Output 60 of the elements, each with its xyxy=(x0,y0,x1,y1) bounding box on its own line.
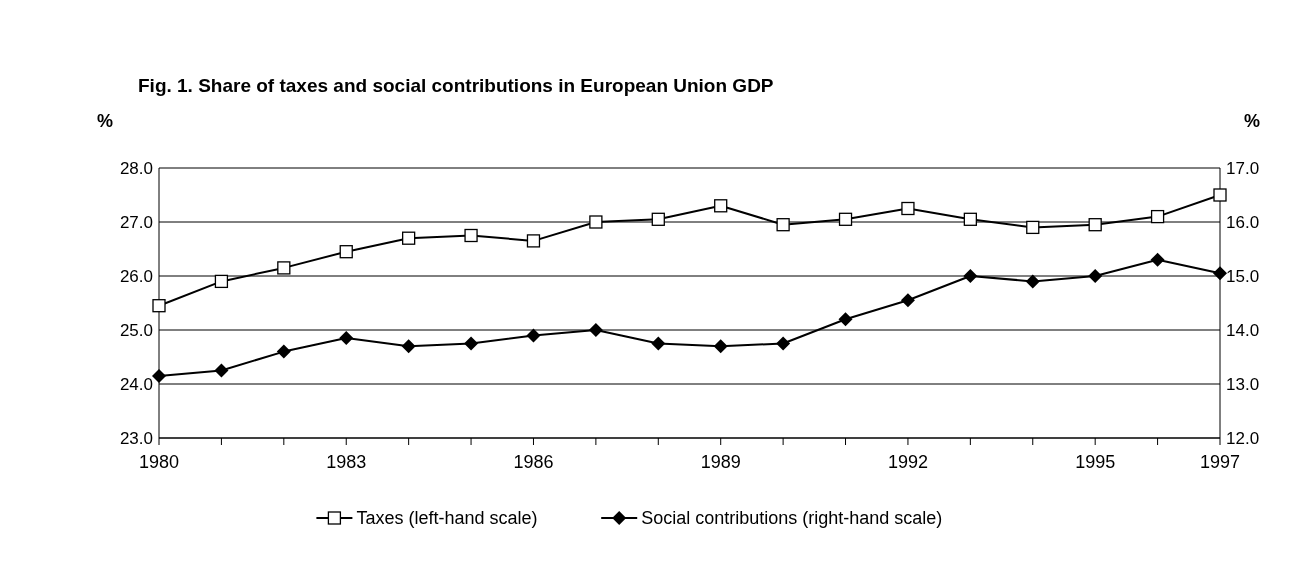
y2-tick-label: 17.0 xyxy=(1226,159,1260,178)
y-tick-label: 23.0 xyxy=(119,429,153,448)
point xyxy=(402,231,416,245)
y-tick-label: 25.0 xyxy=(119,321,153,340)
point xyxy=(276,344,291,359)
y2-tick-label: 15.0 xyxy=(1226,267,1260,286)
point xyxy=(339,331,354,346)
y-tick-label: 24.0 xyxy=(119,375,153,394)
point xyxy=(1025,274,1040,289)
chart-title: Fig. 1. Share of taxes and social contributions in European Union GDP xyxy=(138,75,774,96)
x-tick-label: 1997 xyxy=(1199,452,1241,472)
point xyxy=(526,234,541,248)
point xyxy=(401,339,416,354)
point xyxy=(900,293,915,308)
point xyxy=(776,336,791,351)
point xyxy=(1026,220,1040,235)
point xyxy=(838,212,853,226)
point xyxy=(214,274,229,289)
y-tick-label: 27.0 xyxy=(119,213,153,232)
y2-axis-title: % xyxy=(1243,111,1261,131)
y-tick-label: 26.0 xyxy=(119,267,153,286)
point xyxy=(1150,252,1165,267)
point xyxy=(464,336,479,351)
y2-tick-label: 14.0 xyxy=(1226,321,1260,340)
point xyxy=(214,363,229,378)
point xyxy=(1150,209,1165,224)
point xyxy=(152,299,166,313)
point xyxy=(588,323,603,337)
x-tick-label: 1989 xyxy=(700,452,741,472)
point xyxy=(963,269,978,283)
point xyxy=(152,368,166,383)
point xyxy=(1213,188,1227,202)
y2-tick-label: 16.0 xyxy=(1226,213,1260,232)
point xyxy=(713,339,728,354)
point xyxy=(901,201,915,216)
x-tick-label: 1986 xyxy=(513,452,554,472)
point xyxy=(651,212,665,226)
point xyxy=(838,312,853,327)
x-tick-label: 1983 xyxy=(326,452,367,472)
y-axis-title: % xyxy=(96,111,114,131)
point xyxy=(277,261,291,275)
x-tick-label: 1980 xyxy=(138,452,180,472)
point xyxy=(589,215,603,229)
point xyxy=(526,328,541,343)
y2-tick-label: 12.0 xyxy=(1226,429,1260,448)
x-tick-label: 1992 xyxy=(887,452,928,472)
point xyxy=(776,218,790,232)
point xyxy=(464,228,478,243)
point xyxy=(963,212,977,226)
point xyxy=(339,245,353,259)
point xyxy=(1088,218,1102,232)
y2-tick-label: 13.0 xyxy=(1226,375,1260,394)
y-tick-label: 28.0 xyxy=(119,159,153,178)
legend-label: Taxes (left-hand scale) xyxy=(356,508,538,528)
point xyxy=(1088,269,1103,283)
point xyxy=(651,336,666,351)
point xyxy=(714,199,728,213)
x-tick-label: 1995 xyxy=(1075,452,1116,472)
legend-label: Social contributions (right-hand scale) xyxy=(641,508,943,528)
point xyxy=(1213,266,1227,281)
